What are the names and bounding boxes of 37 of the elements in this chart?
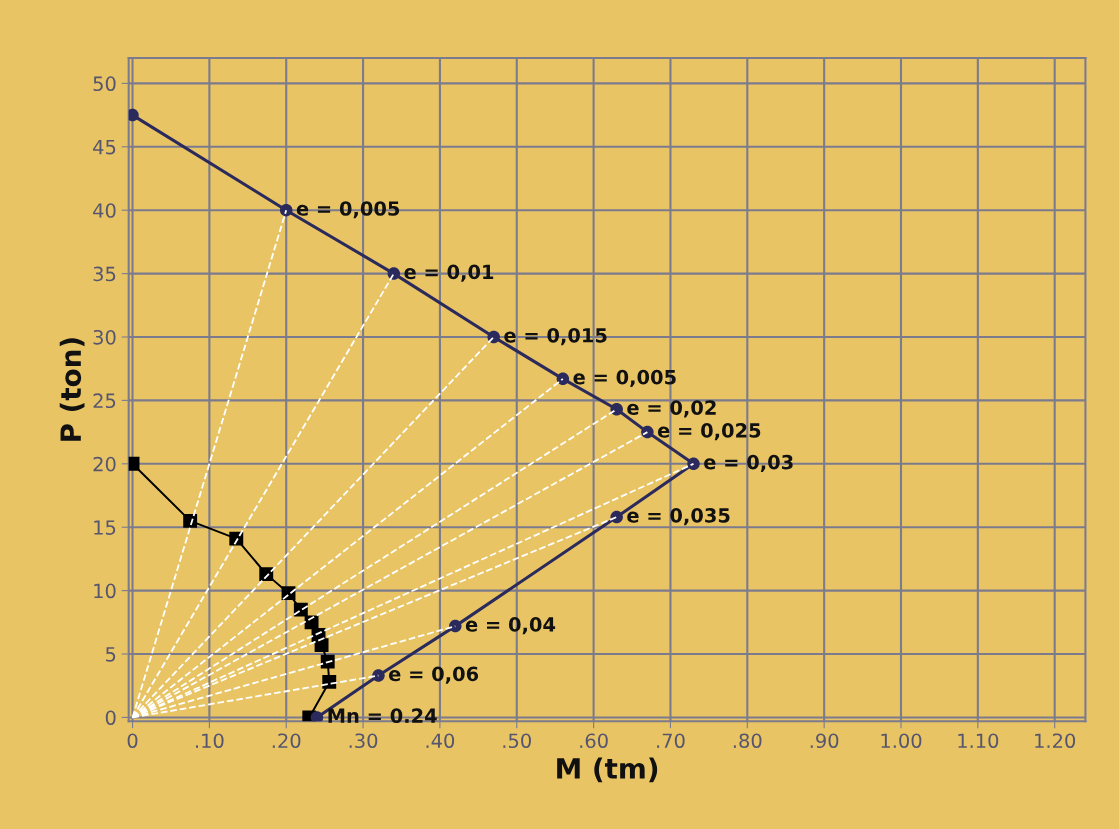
x-tick-label: .40 bbox=[426, 733, 455, 749]
y-tick-label: 20 bbox=[93, 456, 116, 472]
annotation: e = 0,005 bbox=[573, 369, 676, 387]
annotation: e = 0,025 bbox=[657, 423, 761, 441]
annotation: Mn = 0.24 bbox=[328, 708, 437, 724]
y-tick-label: 30 bbox=[93, 329, 116, 345]
y-tick-label: 0 bbox=[105, 710, 116, 726]
annotation: e = 0,035 bbox=[627, 508, 730, 526]
x-tick-label: .10 bbox=[195, 733, 224, 749]
x-tick-label: .30 bbox=[349, 733, 378, 749]
x-tick-label: .50 bbox=[503, 733, 531, 749]
y-axis-title: P (ton) bbox=[59, 338, 85, 441]
annotation: e = 0,015 bbox=[504, 327, 607, 346]
y-tick-label: 5 bbox=[106, 647, 116, 662]
x-tick-label: 1.20 bbox=[1035, 733, 1076, 749]
y-tick-label: 35 bbox=[93, 266, 116, 282]
x-tick-label: .80 bbox=[733, 733, 762, 749]
x-tick-label: .70 bbox=[657, 733, 685, 749]
y-tick-label: 25 bbox=[93, 393, 116, 409]
x-axis-title: M (tm) bbox=[557, 757, 658, 783]
annotation: e = 0,06 bbox=[389, 666, 479, 684]
annotation: e = 0,005 bbox=[296, 201, 400, 219]
y-tick-label: 40 bbox=[93, 203, 116, 218]
annotation: e = 0,01 bbox=[404, 264, 494, 282]
annotation: e = 0,03 bbox=[704, 454, 793, 472]
y-tick-label: 45 bbox=[93, 140, 116, 155]
x-tick-label: 1.00 bbox=[881, 733, 922, 749]
annotation: e = 0,02 bbox=[627, 400, 716, 418]
y-tick-label: 15 bbox=[94, 520, 116, 535]
annotation: e = 0,04 bbox=[465, 617, 556, 635]
y-tick-label: 10 bbox=[94, 583, 116, 599]
x-tick-label: 0 bbox=[127, 733, 138, 749]
x-tick-label: .60 bbox=[580, 733, 608, 749]
y-tick-label: 50 bbox=[93, 76, 116, 92]
x-tick-label: 1.10 bbox=[958, 733, 999, 749]
x-tick-label: .90 bbox=[810, 733, 839, 749]
x-tick-label: .20 bbox=[272, 733, 301, 749]
